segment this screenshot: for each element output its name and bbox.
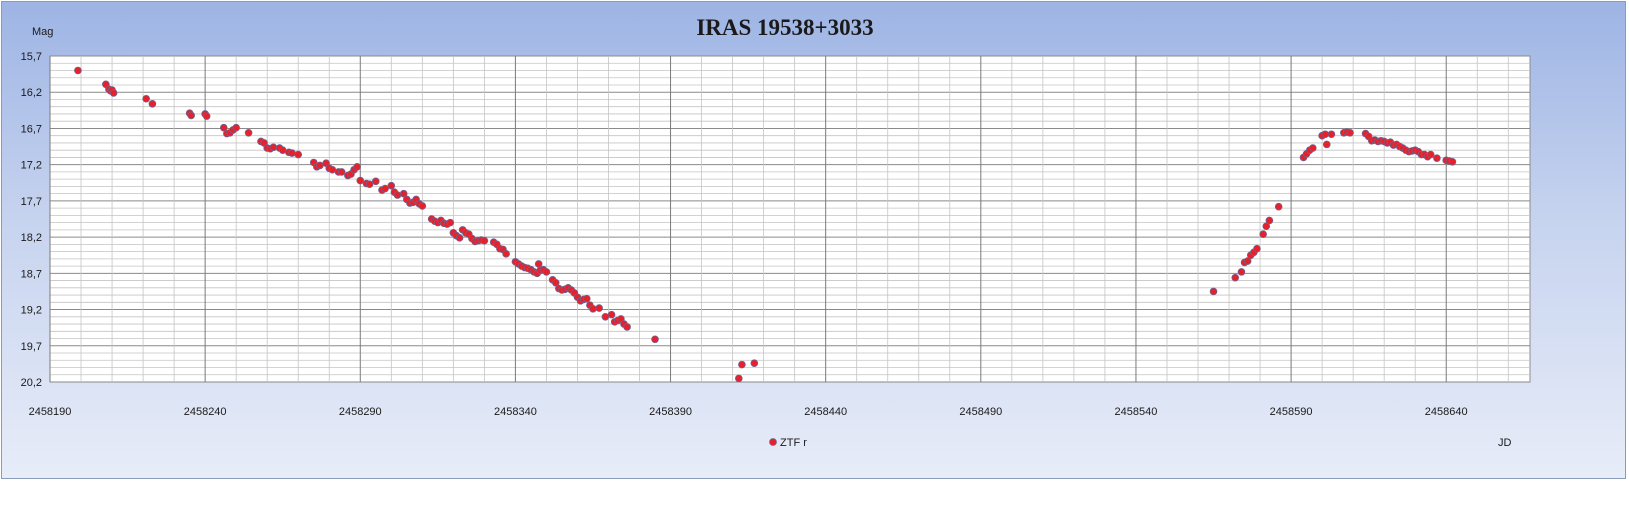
- chart-frame: IRAS 19538+3033 Mag JD 15,7 16,2 16,7 17,2 1…: [1, 1, 1626, 479]
- data-point: [455, 234, 464, 242]
- data-point: [551, 278, 560, 287]
- y-tick-label: 15,7: [21, 51, 42, 63]
- data-point: [1209, 287, 1218, 296]
- data-point: [148, 100, 157, 108]
- data-point: [387, 181, 396, 190]
- x-tick-label: 2458540: [1115, 406, 1158, 418]
- data-point: [1237, 268, 1246, 276]
- data-point: [534, 260, 543, 268]
- data-point: [480, 236, 489, 245]
- data-point: [219, 123, 228, 132]
- data-point: [1321, 130, 1330, 139]
- x-tick-label: 2458590: [1270, 406, 1313, 418]
- data-point: [371, 177, 380, 186]
- x-tick-label: 2458490: [959, 406, 1002, 418]
- data-point: [502, 249, 510, 258]
- data-point: [623, 323, 631, 331]
- data-point: [1346, 128, 1354, 137]
- x-tick-label: 2458640: [1425, 406, 1468, 418]
- data-point: [651, 335, 659, 344]
- x-axis-label: JD: [1498, 437, 1512, 449]
- x-tick-label: 2458190: [29, 406, 72, 418]
- data-point: [356, 176, 365, 185]
- data-point: [418, 202, 427, 210]
- data-point: [142, 94, 150, 103]
- plot-area: [49, 55, 1531, 383]
- legend: ZTF r: [769, 437, 807, 449]
- data-point: [589, 305, 597, 313]
- chart-title: IRAS 19538+3033: [696, 15, 873, 40]
- y-tick-label: 20,2: [21, 377, 42, 389]
- data-point: [109, 89, 118, 97]
- y-tick-label: 18,2: [21, 232, 42, 244]
- data-point: [1231, 273, 1240, 282]
- data-point: [381, 184, 389, 193]
- data-point: [735, 374, 743, 383]
- data-point: [74, 66, 82, 75]
- data-point: [232, 123, 240, 132]
- data-point: [337, 168, 346, 176]
- data-point: [278, 146, 287, 154]
- y-tick-label: 18,7: [21, 268, 42, 280]
- data-point: [294, 150, 303, 159]
- data-point: [1448, 157, 1457, 166]
- data-point: [1274, 202, 1283, 211]
- data-point: [1262, 222, 1271, 231]
- y-tick-label: 17,7: [21, 196, 42, 208]
- legend-label: ZTF r: [780, 437, 807, 449]
- x-tick-label: 2458240: [184, 406, 227, 418]
- data-point: [1309, 144, 1317, 152]
- data-point: [1259, 230, 1267, 239]
- data-point: [1426, 150, 1435, 159]
- y-tick-label: 19,7: [21, 341, 42, 353]
- x-tick-label: 2458340: [494, 406, 537, 418]
- data-point: [595, 304, 603, 312]
- data-point: [738, 360, 746, 369]
- x-tick-label: 2458290: [339, 406, 382, 418]
- data-point: [1253, 244, 1261, 253]
- y-tick-label: 16,2: [21, 87, 42, 99]
- data-point: [328, 165, 337, 174]
- x-tick-label: 2458390: [649, 406, 692, 418]
- data-point: [202, 112, 211, 120]
- data-point: [353, 163, 361, 171]
- y-axis-label: Mag: [32, 26, 53, 38]
- data-point: [607, 310, 616, 319]
- data-point: [1243, 257, 1252, 265]
- data-point: [446, 218, 455, 227]
- data-point: [365, 180, 374, 189]
- lightcurve-chart: IRAS 19538+3033 Mag JD 15,7 16,2 16,7 17,2 1…: [21, 15, 1531, 449]
- data-point: [582, 294, 591, 303]
- data-point: [288, 149, 296, 157]
- y-tick-label: 17,2: [21, 160, 42, 172]
- x-tick-label: 2458440: [804, 406, 847, 418]
- y-tick-label: 16,7: [21, 123, 42, 135]
- data-point: [1265, 216, 1274, 225]
- data-point: [393, 191, 402, 199]
- data-point: [244, 128, 253, 137]
- data-point: [1327, 130, 1336, 139]
- data-point: [316, 161, 324, 170]
- data-point: [1322, 140, 1331, 149]
- data-point: [750, 359, 759, 367]
- legend-marker: [769, 438, 777, 446]
- data-point: [601, 312, 610, 321]
- y-tick-label: 19,2: [21, 305, 42, 317]
- data-point: [542, 268, 551, 276]
- data-point: [269, 143, 278, 152]
- data-point: [187, 111, 195, 120]
- data-point: [399, 189, 408, 198]
- data-point: [1433, 154, 1441, 162]
